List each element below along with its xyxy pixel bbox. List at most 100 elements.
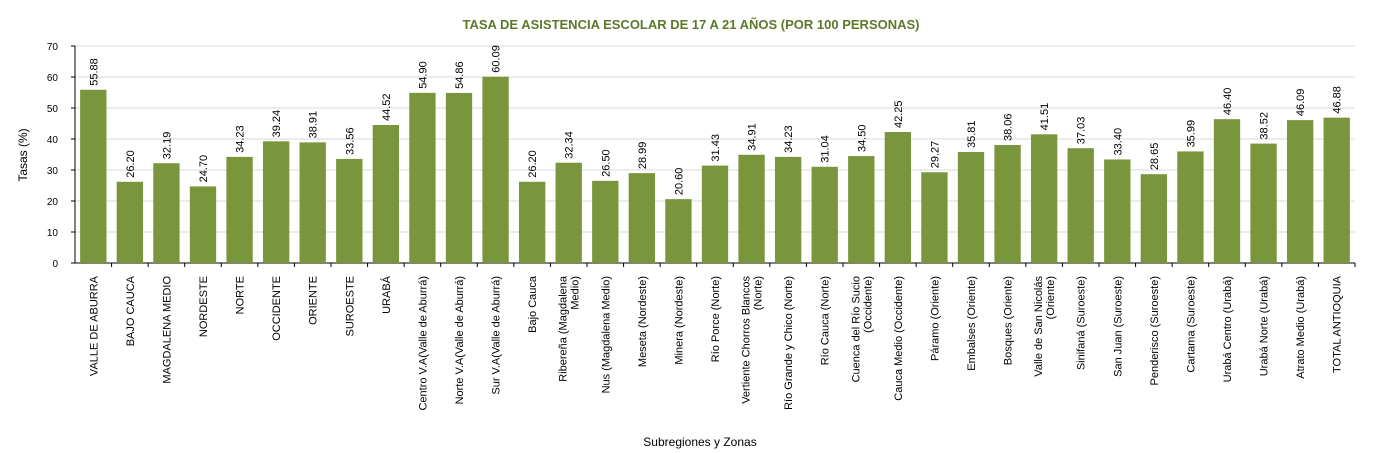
bar [1177,151,1204,263]
data-label: 35.81 [966,120,978,148]
bar [153,163,180,263]
data-label: 26.20 [527,150,539,178]
y-tick-label: 50 [47,104,59,115]
category-label-line: NORTE [235,276,247,314]
category-label: Meseta (Nordeste) [637,276,649,367]
category-label-line: (Norte) [753,276,765,310]
data-label: 44.52 [381,93,393,121]
category-label: Río Grande y Chico (Norte) [783,276,795,410]
category-label: Minera (Nordeste) [673,276,685,365]
y-tick-label: 10 [47,228,59,239]
category-label: TOTAL ANTIOQUIA [1332,275,1344,373]
category-label: VALLE DE ABURRA [88,275,100,376]
data-label: 31.04 [820,135,832,163]
bar [336,158,363,263]
data-label: 33.40 [1112,128,1124,156]
data-label: 24.70 [198,155,210,183]
bar [994,145,1021,263]
data-label: 35.99 [1185,120,1197,148]
category-label: Sinifaná (Suroeste) [1076,276,1088,370]
data-label: 38.52 [1259,112,1271,140]
bar [1286,120,1314,263]
category-label-line: Medio) [570,276,582,310]
category-label-line: San Juan (Suroeste) [1112,276,1124,377]
category-label-line: Valle de San Nicolás [1033,276,1045,377]
y-tick-label: 60 [47,73,59,84]
bar [665,199,692,263]
y-tick-label: 20 [47,197,59,208]
category-label-line: Bosques (Oriente) [1003,276,1015,365]
bar [226,156,253,263]
category-label-line: Sinifaná (Suroeste) [1076,276,1088,370]
category-label-line: BAJO CAUCA [125,275,137,346]
data-label: 54.90 [417,61,429,89]
category-label: NORDESTE [198,276,210,337]
category-label-line: Cartama (Suroeste) [1185,276,1197,373]
category-label-line: OCCIDENTE [271,276,283,341]
bar [1104,159,1131,263]
data-label: 60.09 [491,45,503,73]
category-label-line: MAGDALENA MEDIO [161,276,173,384]
bar [1140,174,1168,263]
bar [1213,119,1241,263]
bar [957,151,985,263]
category-label: Ribereña (Magdalena Medio) [558,275,582,382]
category-label: URABÁ [380,275,393,314]
data-label: 46.09 [1295,89,1307,117]
data-label: 29.27 [929,141,941,169]
data-label: 34.23 [783,125,795,153]
category-label-line: Río Cauca (Norte) [820,276,832,365]
bar [518,181,546,263]
data-label: 41.51 [1039,103,1051,131]
data-label: 34.50 [856,125,868,153]
data-label: 34.23 [235,125,247,153]
category-label: Embalses (Oriente) [966,276,978,371]
bar [1067,148,1094,263]
bar [774,156,802,263]
bar [372,124,400,263]
category-label: Urabá Centro (Urabá) [1222,276,1234,382]
category-label: Río Cauca (Norte) [820,276,832,365]
category-label: Páramo (Oriente) [929,276,941,361]
category-label-line: Penderisco (Suroeste) [1149,276,1161,385]
category-label: Cauca Medio (Occidente) [893,276,905,401]
category-label-line: ORIENTE [308,276,320,325]
data-label: 38.91 [308,111,320,139]
data-label: 46.88 [1332,86,1344,114]
data-label: 32.34 [564,131,576,159]
bar [482,76,509,263]
data-label: 55.88 [88,58,100,86]
category-label-line: Bajo Cauca [527,275,539,333]
bar [555,162,582,263]
category-label-line: Cuenca del Río Sucio [850,276,862,382]
data-label: 28.99 [637,142,649,170]
bar [848,156,875,263]
data-label: 33.56 [344,127,356,155]
data-label: 34.91 [747,123,759,151]
category-label: ORIENTE [308,276,320,325]
category-label: Norte V.A(Valle de Aburrá) [454,276,466,404]
category-label-line: Ribereña (Magdalena [558,275,570,382]
bar [1030,134,1058,263]
category-label-line: Urabá Norte (Urabá) [1259,276,1271,376]
data-label: 28.65 [1149,143,1161,171]
category-label: MAGDALENA MEDIO [161,276,173,384]
category-label-line: VALLE DE ABURRA [88,275,100,376]
category-label: OCCIDENTE [271,276,283,341]
bar [116,181,144,263]
data-label: 26.50 [600,149,612,177]
bar [701,165,729,263]
category-label: Vertiente Chorros Blancos (Norte) [741,276,765,404]
y-tick-label: 40 [47,135,59,146]
category-label-line: Páramo (Oriente) [929,276,941,361]
category-label-line: Urabá Centro (Urabá) [1222,276,1234,382]
category-label-line: (Oriente) [1045,276,1057,319]
data-label: 46.40 [1222,88,1234,116]
bar [189,186,217,263]
data-label: 42.25 [893,100,905,128]
data-labels: 55.88 26.20 32.19 24.70 34.23 39.24 38.91 33.56… [88,45,1343,195]
category-label-line: Río Porce (Norte) [710,276,722,362]
bar [884,132,912,263]
category-label: Río Porce (Norte) [710,276,722,362]
category-label-line: URABÁ [380,275,393,314]
